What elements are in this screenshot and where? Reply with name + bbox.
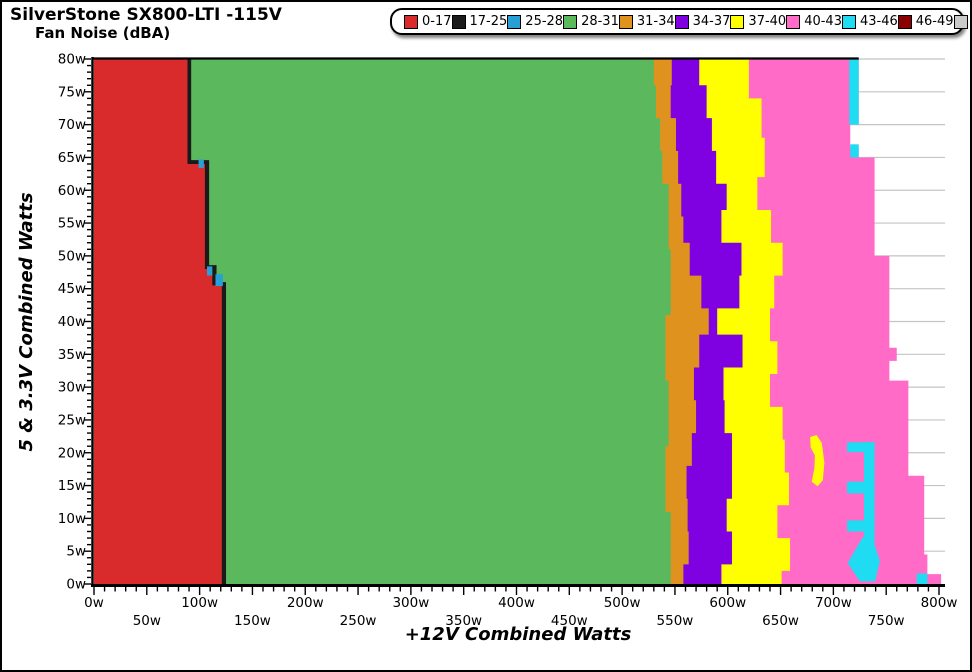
y-tick-label: 15w [58, 478, 86, 494]
y-tick-label: 80w [58, 52, 86, 68]
legend-label: 46-49 [915, 14, 954, 29]
legend-label: 37-40 [748, 14, 787, 29]
y-tick-label: 0w [66, 577, 86, 593]
y-tick-label: 55w [58, 216, 86, 232]
chart-subtitle: Fan Noise (dBA) [35, 24, 171, 42]
x-tick-label: 150w [234, 613, 271, 629]
x-tick-label: 700w [815, 595, 852, 611]
y-tick-label: 75w [58, 84, 86, 100]
y-tick-label: 60w [58, 183, 86, 199]
legend-item: >49 [953, 14, 970, 29]
legend-swatch [897, 14, 912, 29]
y-tick-label: 20w [58, 445, 86, 461]
y-tick-label: 40w [58, 314, 86, 330]
legend-label: 31-34 [636, 14, 675, 29]
y-tick-label: 5w [66, 544, 86, 560]
x-tick-label: 200w [287, 595, 324, 611]
cyan-43-46-patch [849, 59, 859, 125]
cyan-43-46-patch [864, 442, 875, 578]
legend-swatch [563, 14, 578, 29]
cyan-43-46-patch [916, 573, 928, 584]
y-tick-label: 25w [58, 412, 86, 428]
x-tick-label: 50w [133, 613, 161, 629]
legend-box: 0-17 17-25 25-28 28-31 31-34 34-37 37-40 40-43 4… [390, 8, 968, 35]
legend-label: 25-28 [525, 14, 564, 29]
x-tick-label: 550w [657, 613, 694, 629]
legend-item: 31-34 [618, 14, 675, 29]
legend-swatch [451, 14, 466, 29]
y-tick-label: 70w [58, 117, 86, 133]
blue-25-28-patch [207, 266, 213, 276]
legend-swatch [841, 14, 856, 29]
y-tick-label: 45w [58, 281, 86, 297]
legend-swatch [404, 14, 418, 29]
legend-swatch [953, 14, 968, 29]
band-0-17-dba [94, 59, 222, 584]
y-axis-title: 5 & 3.3V Combined Watts [16, 192, 37, 451]
x-tick-label: 600w [709, 595, 746, 611]
legend-item: 34-37 [674, 14, 731, 29]
title-block: SilverStone SX800-LTI -115V Fan Noise (d… [10, 6, 282, 42]
y-tick-label: 50w [58, 248, 86, 264]
x-tick-label: 650w [762, 613, 799, 629]
x-tick-label: 800w [921, 595, 958, 611]
band-28-31-dba [94, 59, 671, 584]
cyan-43-46-diamond [847, 536, 880, 582]
legend-item: 46-49 [897, 14, 954, 29]
y-tick-label: 10w [58, 511, 86, 527]
legend-label: 40-43 [804, 14, 842, 29]
y-tick-label: 30w [58, 380, 86, 396]
legend-item: 43-46 [841, 14, 898, 29]
x-tick-label: 250w [340, 613, 377, 629]
x-tick-label: 400w [498, 595, 535, 611]
y-tick-label: 35w [58, 347, 86, 363]
legend-item: 17-25 [451, 14, 508, 29]
chart-title: SilverStone SX800-LTI -115V [10, 5, 282, 25]
x-tick-label: 450w [551, 613, 588, 629]
legend-label: 43-46 [859, 14, 898, 29]
y-tick-label: 65w [58, 150, 86, 166]
legend-swatch [618, 14, 633, 29]
x-tick-label: 500w [604, 595, 641, 611]
legend-label: 17-25 [469, 14, 508, 29]
legend-label: 28-31 [581, 14, 619, 29]
legend-swatch [786, 14, 801, 29]
yellow-37-40-island [810, 435, 825, 487]
x-tick-label: 300w [392, 595, 429, 611]
x-tick-label: 750w [868, 613, 905, 629]
legend-swatch [507, 14, 522, 29]
x-axis-title: +12V Combined Watts [405, 624, 632, 645]
legend-item: 37-40 [730, 14, 786, 29]
legend-label: 34-37 [692, 14, 731, 29]
legend-swatch [730, 14, 745, 29]
cyan-43-46-patch [847, 481, 875, 494]
legend-item: 40-43 [786, 14, 842, 29]
legend-label: 0-17 [422, 14, 452, 29]
cyan-43-46-patch [850, 144, 859, 158]
legend-item: 25-28 [507, 14, 563, 29]
cyan-43-46-patch [847, 442, 875, 453]
blue-25-28-patch [198, 159, 204, 168]
x-tick-label: 0w [84, 595, 104, 611]
legend-swatch [674, 14, 689, 29]
blue-25-28-patch [215, 274, 223, 287]
legend-item: 0-17 [404, 14, 452, 29]
legend-item: 28-31 [563, 14, 619, 29]
cyan-43-46-patch [847, 520, 875, 532]
x-tick-label: 100w [181, 595, 218, 611]
x-tick-label: 350w [445, 613, 482, 629]
